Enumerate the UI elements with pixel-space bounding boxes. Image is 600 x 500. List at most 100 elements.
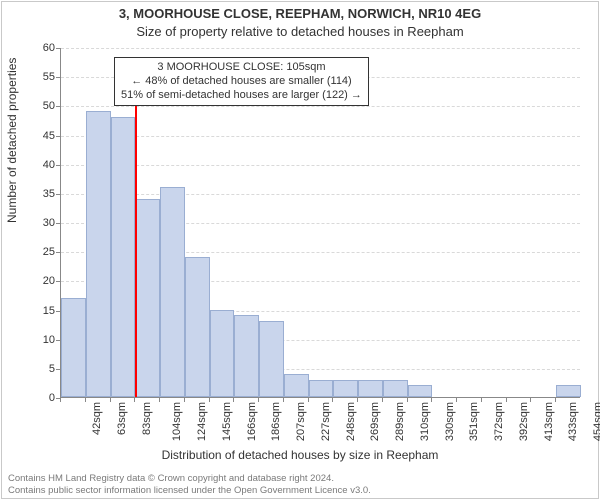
ytick-label: 45 [15,130,55,142]
ytick-mark [56,106,60,107]
footer-line-2: Contains public sector information licen… [8,485,592,496]
ytick-mark [56,223,60,224]
xtick-label: 248sqm [345,402,357,441]
xtick-mark [530,398,531,402]
histogram-bar [234,315,259,397]
xtick-label: 392sqm [518,402,530,441]
histogram-bar [86,111,111,397]
xtick-label: 330sqm [444,402,456,441]
xtick-mark [60,398,61,402]
xtick-mark [431,398,432,402]
xtick-label: 166sqm [246,402,258,441]
xtick-mark [382,398,383,402]
xtick-mark [85,398,86,402]
xtick-label: 186sqm [270,402,282,441]
gridline [61,165,580,166]
xtick-label: 42sqm [91,402,103,435]
xtick-mark [481,398,482,402]
histogram-bar [61,298,86,397]
ytick-mark [56,369,60,370]
ytick-mark [56,136,60,137]
xtick-label: 83sqm [141,402,153,435]
ytick-label: 10 [15,334,55,346]
xtick-mark [233,398,234,402]
annotation-line: ← 48% of detached houses are smaller (11… [121,75,362,89]
chart-subtitle: Size of property relative to detached ho… [0,24,600,39]
xtick-label: 63sqm [116,402,128,435]
xtick-mark [555,398,556,402]
gridline [61,194,580,195]
ytick-mark [56,77,60,78]
annotation-line: 51% of semi-detached houses are larger (… [121,89,362,103]
xtick-mark [456,398,457,402]
ytick-label: 5 [15,363,55,375]
xtick-label: 227sqm [320,402,332,441]
xtick-mark [258,398,259,402]
ytick-label: 0 [15,392,55,404]
xtick-mark [110,398,111,402]
xtick-mark [159,398,160,402]
xtick-label: 372sqm [493,402,505,441]
histogram-bar [556,385,581,397]
xtick-mark [357,398,358,402]
histogram-bar [259,321,284,397]
histogram-bar [408,385,433,397]
xtick-mark [407,398,408,402]
xtick-mark [283,398,284,402]
histogram-bar [358,380,383,398]
xtick-mark [308,398,309,402]
xtick-label: 124sqm [196,402,208,441]
ytick-mark [56,311,60,312]
gridline [61,136,580,137]
histogram-bar [309,380,334,398]
footer-line-1: Contains HM Land Registry data © Crown c… [8,473,592,484]
histogram-bar [111,117,136,397]
ytick-label: 35 [15,188,55,200]
xtick-label: 454sqm [592,402,600,441]
xtick-label: 413sqm [543,402,555,441]
ytick-label: 25 [15,246,55,258]
ytick-label: 60 [15,42,55,54]
ytick-mark [56,165,60,166]
xtick-mark [332,398,333,402]
ytick-label: 15 [15,305,55,317]
footer: Contains HM Land Registry data © Crown c… [8,473,592,496]
plot-area: 3 MOORHOUSE CLOSE: 105sqm← 48% of detach… [60,48,580,398]
histogram-bar [210,310,235,398]
ytick-mark [56,194,60,195]
xtick-mark [134,398,135,402]
xtick-label: 351sqm [469,402,481,441]
xtick-label: 145sqm [221,402,233,441]
chart-container: 3, MOORHOUSE CLOSE, REEPHAM, NORWICH, NR… [0,0,600,500]
xtick-mark [184,398,185,402]
annotation-line: 3 MOORHOUSE CLOSE: 105sqm [121,61,362,75]
ytick-label: 20 [15,275,55,287]
xtick-label: 269sqm [370,402,382,441]
reference-line [135,105,137,397]
gridline [61,48,580,49]
histogram-bar [333,380,358,398]
xtick-label: 104sqm [171,402,183,441]
histogram-bar [160,187,185,397]
histogram-bar [185,257,210,397]
ytick-label: 30 [15,217,55,229]
gridline [61,106,580,107]
annotation-box: 3 MOORHOUSE CLOSE: 105sqm← 48% of detach… [114,57,369,106]
ytick-label: 55 [15,71,55,83]
ytick-mark [56,281,60,282]
xtick-label: 433sqm [568,402,580,441]
ytick-mark [56,252,60,253]
xtick-mark [506,398,507,402]
xtick-mark [209,398,210,402]
histogram-bar [284,374,309,397]
ytick-label: 40 [15,159,55,171]
ytick-mark [56,340,60,341]
histogram-bar [135,199,160,397]
chart-title: 3, MOORHOUSE CLOSE, REEPHAM, NORWICH, NR… [0,6,600,21]
histogram-bar [383,380,408,398]
xtick-label: 289sqm [394,402,406,441]
xtick-label: 310sqm [419,402,431,441]
ytick-label: 50 [15,100,55,112]
ytick-mark [56,48,60,49]
xtick-label: 207sqm [295,402,307,441]
